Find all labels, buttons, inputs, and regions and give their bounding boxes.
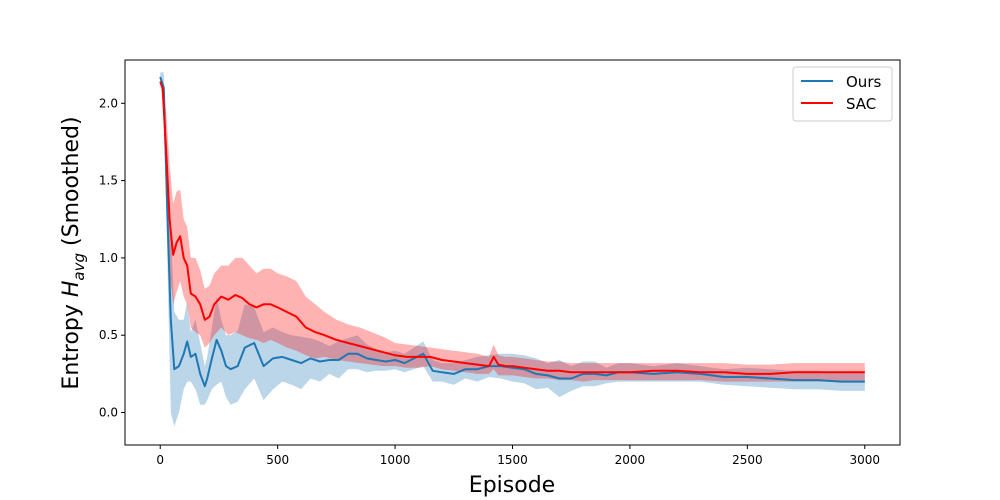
x-tick-label: 3000: [849, 453, 880, 467]
y-axis-label: Entropy Havg (Smoothed): [59, 116, 88, 389]
y-axis-ticks: 0.0 0.5 1.0 1.5 2.0: [99, 96, 125, 420]
series-lines: [159, 76, 865, 388]
y-tick-label: 1.5: [99, 174, 118, 188]
x-tick-label: 1000: [380, 453, 411, 467]
x-tick-label: 2000: [615, 453, 646, 467]
band-sac: [160, 77, 865, 382]
legend-label-ours: Ours: [846, 73, 881, 91]
line-sac: [159, 81, 865, 375]
x-tick-label: 2500: [732, 453, 763, 467]
y-tick-label: 1.0: [99, 251, 118, 265]
band-ours: [160, 72, 865, 427]
legend: Ours SAC: [792, 66, 893, 122]
y-tick-label: 2.0: [99, 96, 118, 110]
y-tick-label: 0.0: [99, 406, 118, 420]
y-tick-label: 0.5: [99, 328, 118, 342]
x-axis-label: Episode: [469, 473, 555, 498]
x-tick-label: 1500: [497, 453, 528, 467]
x-axis-ticks: 0 500 1000 1500 2000 2500 3000: [156, 445, 880, 467]
x-tick-label: 0: [156, 453, 164, 467]
legend-label-sac: SAC: [846, 95, 876, 113]
confidence-bands: [160, 72, 865, 427]
x-tick-label: 500: [266, 453, 289, 467]
